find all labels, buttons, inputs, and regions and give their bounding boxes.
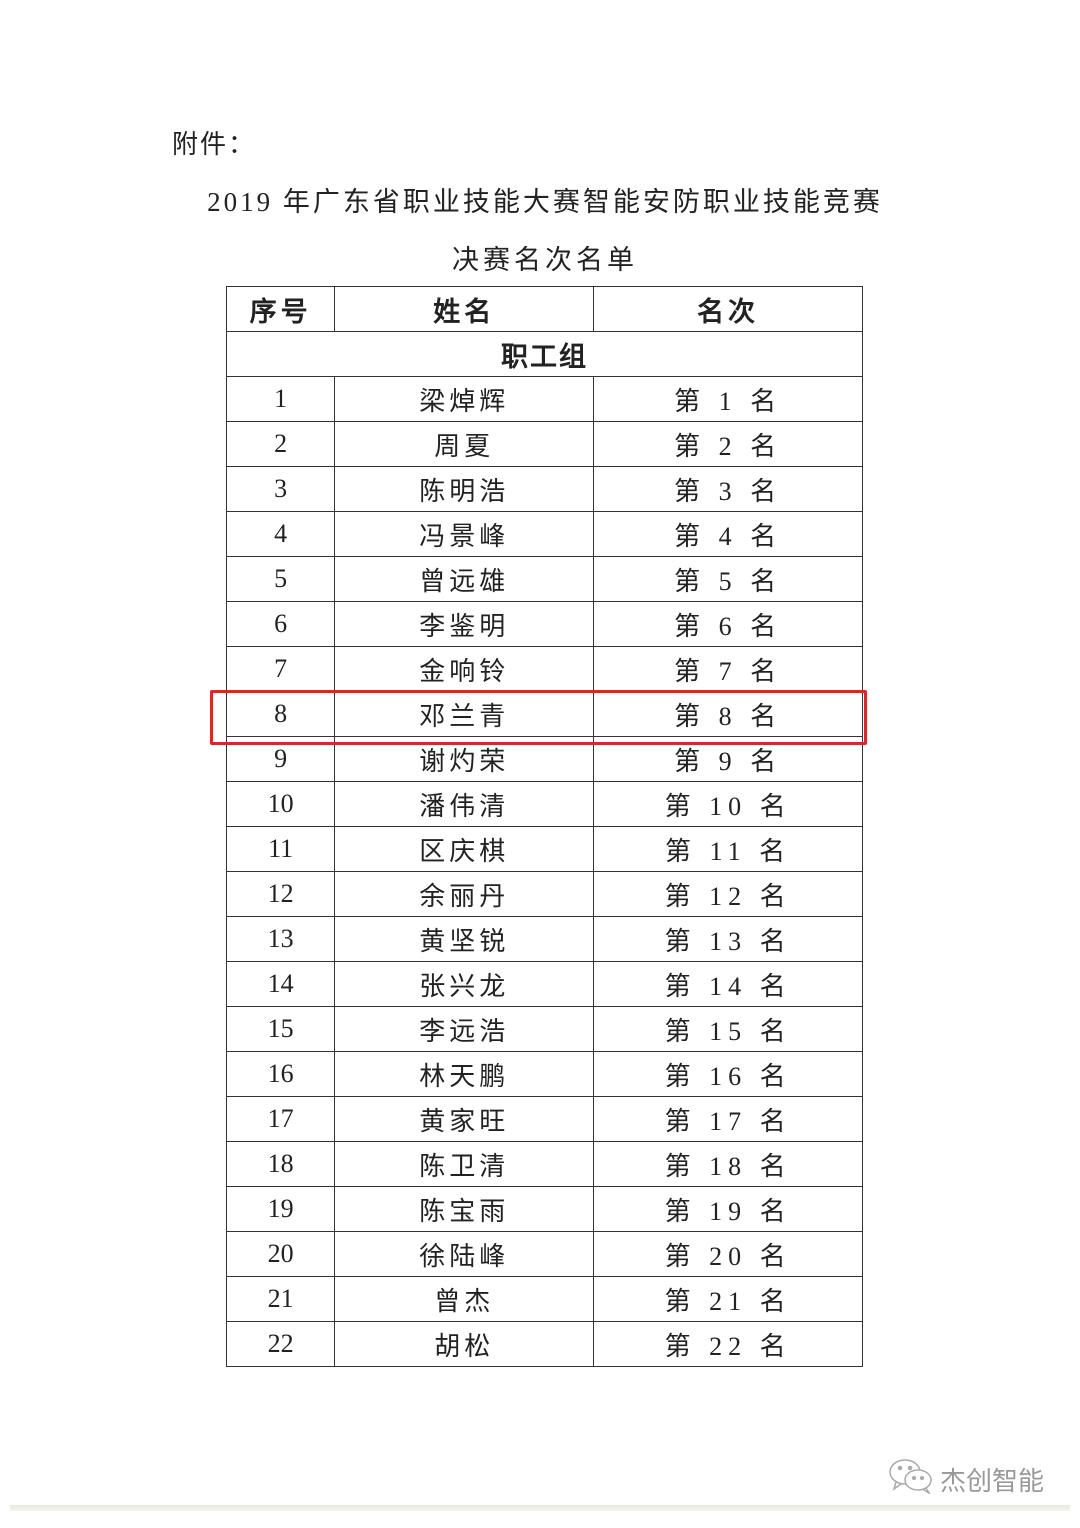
row-number: 21 — [225, 1276, 336, 1322]
row-number: 16 — [225, 1051, 336, 1097]
row-name: 区庆棋 — [334, 826, 595, 872]
row-number: 3 — [225, 466, 336, 512]
row-number: 20 — [225, 1231, 336, 1277]
table-row: 20 徐陆峰第 20 名 — [225, 1231, 863, 1277]
row-rank: 第 5 名 — [593, 556, 863, 602]
row-number: 5 — [225, 556, 336, 602]
row-name: 周夏 — [334, 421, 595, 467]
row-number: 7 — [225, 646, 336, 692]
row-rank: 第 15 名 — [593, 1006, 863, 1052]
page-bottom-edge — [10, 1505, 1070, 1511]
row-rank: 第 16 名 — [593, 1051, 863, 1097]
row-rank: 第 13 名 — [593, 916, 863, 962]
row-rank: 第 21 名 — [593, 1276, 863, 1322]
table-row: 10 潘伟清第 10 名 — [225, 781, 863, 827]
row-rank: 第 3 名 — [593, 466, 863, 512]
row-number: 1 — [225, 376, 336, 422]
row-name: 邓兰青 — [334, 691, 595, 737]
table-row: 4 冯景峰第 4 名 — [225, 511, 863, 557]
attachment-label: 附件： — [172, 130, 257, 159]
row-rank: 第 6 名 — [593, 601, 863, 647]
row-name: 陈明浩 — [334, 466, 595, 512]
row-rank: 第 1 名 — [593, 376, 863, 422]
row-number: 18 — [225, 1141, 336, 1187]
document-subtitle: 决赛名次名单 — [452, 245, 638, 275]
row-rank: 第 17 名 — [593, 1096, 863, 1142]
row-name: 黄家旺 — [334, 1096, 595, 1142]
row-number: 10 — [225, 781, 336, 827]
row-name: 张兴龙 — [334, 961, 595, 1007]
header-name: 姓名 — [334, 286, 595, 332]
wechat-icon — [888, 1458, 934, 1501]
row-number: 12 — [225, 871, 336, 917]
header-number: 序号 — [225, 286, 336, 332]
row-name: 黄坚锐 — [334, 916, 595, 962]
group-row: 职工组 — [226, 331, 863, 377]
table-row: 16 林天鹏第 16 名 — [225, 1051, 863, 1097]
table-row: 1 梁焯辉第 1 名 — [225, 376, 863, 422]
table-row: 21 曾杰第 21 名 — [225, 1276, 863, 1322]
row-rank: 第 20 名 — [593, 1231, 863, 1277]
table-row: 11 区庆棋第 11 名 — [225, 826, 863, 872]
row-rank: 第 22 名 — [593, 1321, 863, 1367]
row-name: 曾远雄 — [334, 556, 595, 602]
row-name: 徐陆峰 — [334, 1231, 595, 1277]
row-number: 15 — [225, 1006, 336, 1052]
row-rank: 第 18 名 — [593, 1141, 863, 1187]
group-label: 职工组 — [226, 331, 863, 377]
row-rank: 第 2 名 — [593, 421, 863, 467]
row-rank: 第 12 名 — [593, 871, 863, 917]
table-row: 3 陈明浩第 3 名 — [225, 466, 863, 512]
table-row: 6 李鉴明第 6 名 — [225, 601, 863, 647]
row-rank: 第 14 名 — [593, 961, 863, 1007]
table-row: 17 黄家旺第 17 名 — [225, 1096, 863, 1142]
row-number: 11 — [225, 826, 336, 872]
table-row: 19 陈宝雨第 19 名 — [225, 1186, 863, 1232]
row-name: 陈卫清 — [334, 1141, 595, 1187]
table-row: 14 张兴龙第 14 名 — [225, 961, 863, 1007]
table-row: 13 黄坚锐第 13 名 — [225, 916, 863, 962]
row-name: 余丽丹 — [334, 871, 595, 917]
table-row: 22 胡松第 22 名 — [225, 1321, 863, 1367]
highlight-box — [210, 690, 867, 745]
row-name: 陈宝雨 — [334, 1186, 595, 1232]
table-row: 5 曾远雄第 5 名 — [225, 556, 863, 602]
watermark: 杰创智能 — [888, 1458, 1044, 1501]
row-rank: 第 10 名 — [593, 781, 863, 827]
table-row: 12 余丽丹第 12 名 — [225, 871, 863, 917]
row-number: 22 — [225, 1321, 336, 1367]
row-number: 14 — [225, 961, 336, 1007]
row-rank: 第 7 名 — [593, 646, 863, 692]
row-number: 6 — [225, 601, 336, 647]
row-name: 金响铃 — [334, 646, 595, 692]
table-row: 2 周夏第 2 名 — [225, 421, 863, 467]
table-header-row: 序号 姓名 名次 — [225, 286, 863, 332]
row-number: 2 — [225, 421, 336, 467]
document-title: 2019 年广东省职业技能大赛智能安防职业技能竞赛 — [207, 187, 883, 217]
row-name: 李远浩 — [334, 1006, 595, 1052]
row-name: 李鉴明 — [334, 601, 595, 647]
table-row: 7 金响铃第 7 名 — [225, 646, 863, 692]
row-number: 13 — [225, 916, 336, 962]
table-row: 15 李远浩第 15 名 — [225, 1006, 863, 1052]
row-number: 4 — [225, 511, 336, 557]
header-rank: 名次 — [593, 286, 863, 332]
row-number: 8 — [225, 691, 336, 737]
row-rank: 第 11 名 — [593, 826, 863, 872]
row-name: 曾杰 — [334, 1276, 595, 1322]
table-row: 18 陈卫清第 18 名 — [225, 1141, 863, 1187]
row-number: 17 — [225, 1096, 336, 1142]
row-rank: 第 4 名 — [593, 511, 863, 557]
row-name: 梁焯辉 — [334, 376, 595, 422]
row-name: 潘伟清 — [334, 781, 595, 827]
watermark-text: 杰创智能 — [940, 1467, 1045, 1497]
row-name: 冯景峰 — [334, 511, 595, 557]
row-rank: 第 19 名 — [593, 1186, 863, 1232]
row-name: 林天鹏 — [334, 1051, 595, 1097]
row-name: 胡松 — [334, 1321, 595, 1367]
row-number: 19 — [225, 1186, 336, 1232]
